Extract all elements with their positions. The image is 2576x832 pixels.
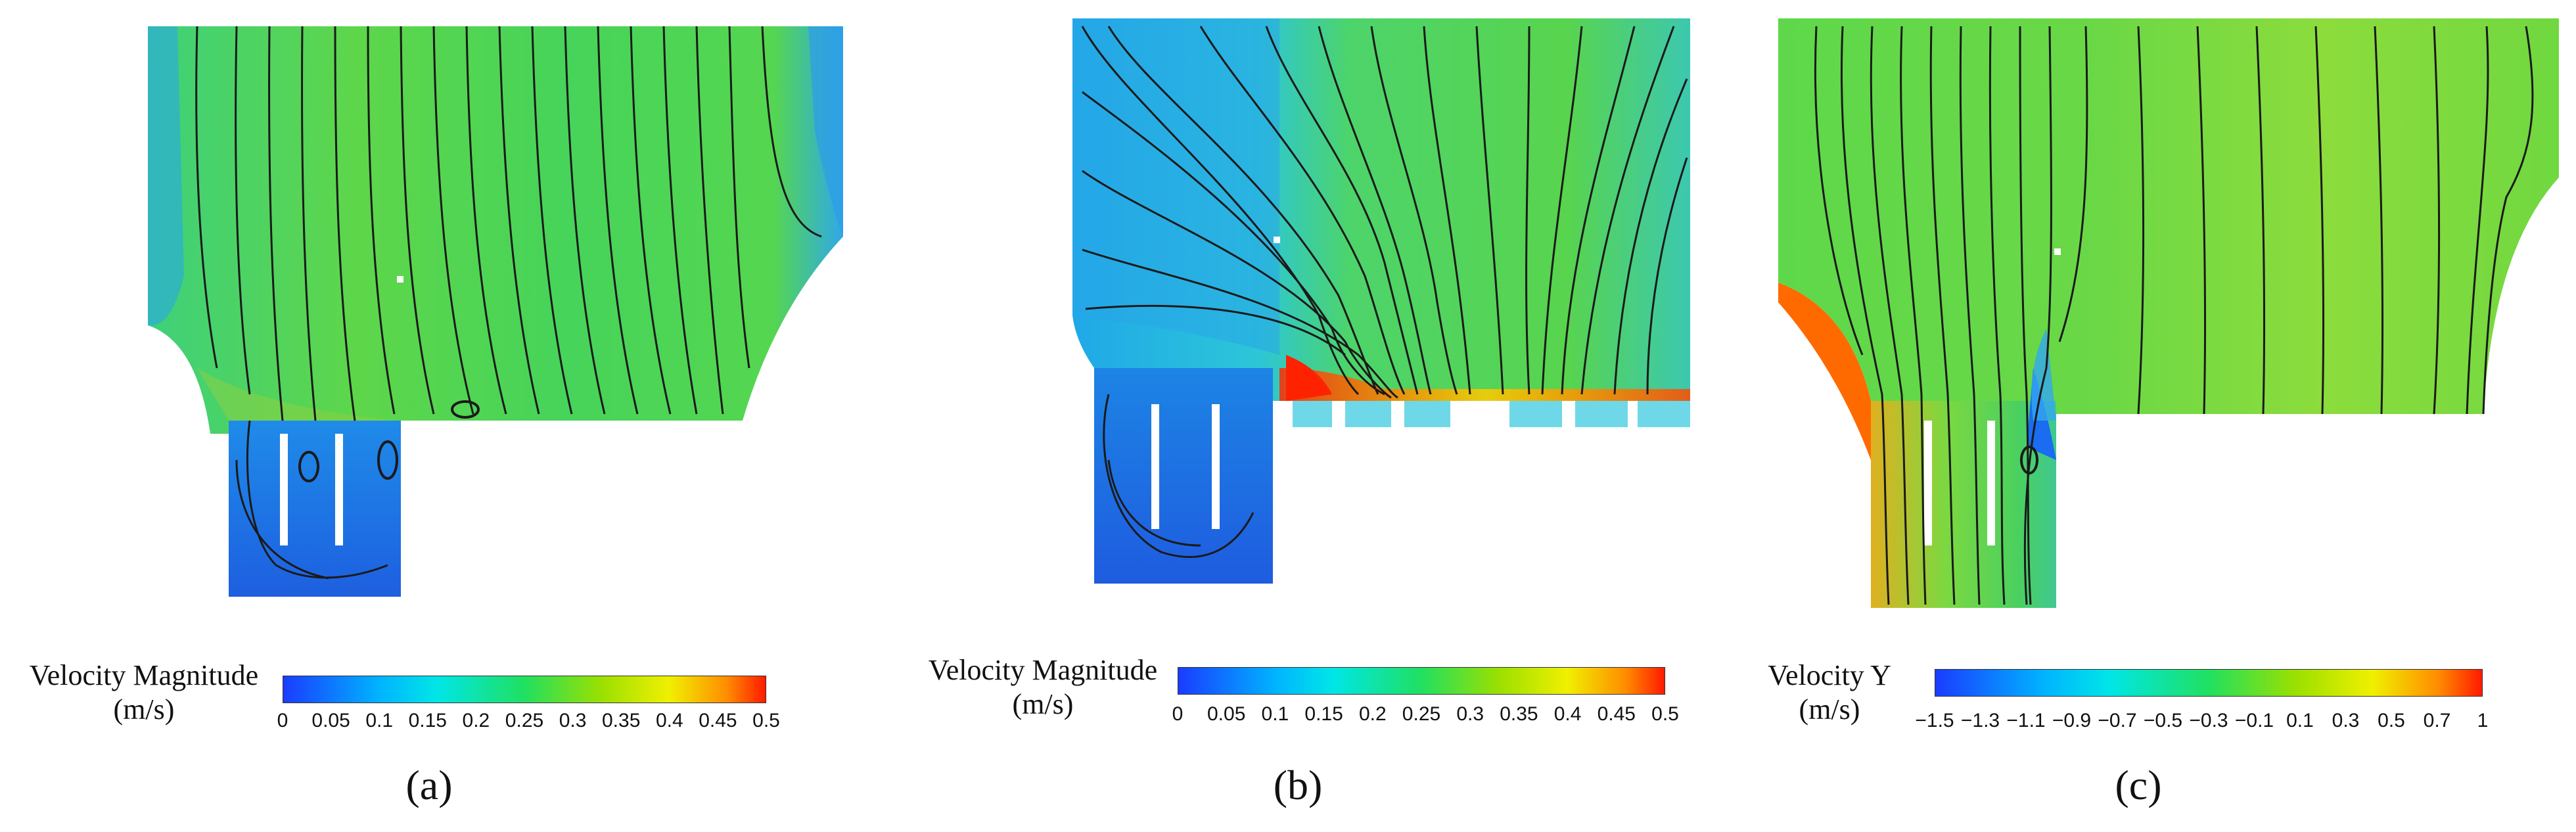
legend-title-c: Velocity Y (m/s) [1768,659,1891,726]
panel-label-c: (c) [2115,762,2162,808]
colorbar-tick-label: 0.15 [408,710,447,731]
colorbar-tick-label: 0.4 [655,710,683,731]
panel-label-a: (a) [405,762,453,808]
colorbar-tick-label: −0.5 [2143,710,2183,731]
colorbar-tick-label: 0.2 [462,710,490,731]
colorbar-tick-label: 0.25 [1402,703,1441,725]
legend-title-a: Velocity Magnitude (m/s) [29,659,259,726]
panel-c: Velocity Y (m/s) −1.5 −1.3 −1.1 −0.9 −0.7 −0.… [1718,0,2576,832]
flow-field-b [1072,18,1690,584]
colorbar-tick-label: 0.3 [1456,703,1484,725]
colorbar-tick-label: 0.5 [2378,710,2405,731]
colorbar-tick-label: 0.35 [1500,703,1538,725]
colorbar-tick-label: 0.35 [601,710,641,731]
panel-a: Velocity Magnitude (m/s) 0 0.05 0.1 0.15 0.2… [0,0,859,832]
colorbar-tick-label: 0.1 [2286,710,2314,731]
baffle [1212,404,1220,529]
colorbar-tick-label: 0.2 [1358,703,1387,725]
flow-field-c [1778,18,2559,608]
colorbar-tick-label: 0.45 [699,710,737,731]
panel-label-b: (b) [1273,762,1323,808]
colorbar-tick-label: 0.1 [365,710,394,731]
colorbar-tick-label: 0.5 [752,710,780,731]
baffle [1151,404,1159,529]
colorbar-tick-label: 1 [2477,710,2489,731]
colorbar-tick-label: −0.9 [2052,710,2092,731]
legend-title-b: Velocity Magnitude (m/s) [928,654,1158,720]
colorbar-tick-label: 0.5 [1651,703,1679,725]
colorbar-tick-label: 0.1 [1261,703,1289,725]
colorbar-ticks-b: 0 0.05 0.1 0.15 0.2 0.25 0.3 0.35 0.4 0.45 0.5 [1172,703,1679,729]
colorbar-ticks-a: 0 0.05 0.1 0.15 0.2 0.25 0.3 0.35 0.4 0.45 0.5 [277,710,780,736]
flow-field-a [148,26,843,597]
baffle [1924,421,1932,545]
colorbar-tick-label: 0 [277,710,288,731]
colorbar-tick-label: 0.25 [505,710,544,731]
colorbar-tick-label: 0.15 [1304,703,1343,725]
colorbar-tick-label: 0.7 [2423,710,2451,731]
colorbar-tick-label: −1.5 [1915,710,1954,731]
colorbar-tick-label: −0.3 [2189,710,2228,731]
colorbar-b [1178,667,1665,695]
colorbar-tick-label: 0.3 [559,710,587,731]
colorbar-tick-label: −1.1 [2006,710,2046,731]
colorbar-tick-label: 0.45 [1597,703,1636,725]
colorbar-tick-label: −0.7 [2098,710,2137,731]
colorbar-tick-label: −1.3 [1960,710,2000,731]
baffle [280,434,288,545]
colorbar-tick-label: 0.4 [1553,703,1582,725]
baffle [1987,421,1995,545]
colorbar-tick-label: 0 [1172,703,1184,725]
colorbar-c [1935,669,2483,697]
colorbar-tick-label: −0.1 [2234,710,2274,731]
colorbar-tick-label: 0.3 [2332,710,2360,731]
colorbar-a [283,676,766,703]
colorbar-tick-label: 0.05 [311,710,350,731]
panel-b: Velocity Magnitude (m/s) 0 0.05 0.1 0.15 0.2… [859,0,1718,832]
baffle [335,434,343,545]
colorbar-ticks-c: −1.5 −1.3 −1.1 −0.9 −0.7 −0.5 −0.3 −0.1 0.1 0.3 0.… [1915,710,2488,736]
colorbar-tick-label: 0.05 [1207,703,1246,725]
